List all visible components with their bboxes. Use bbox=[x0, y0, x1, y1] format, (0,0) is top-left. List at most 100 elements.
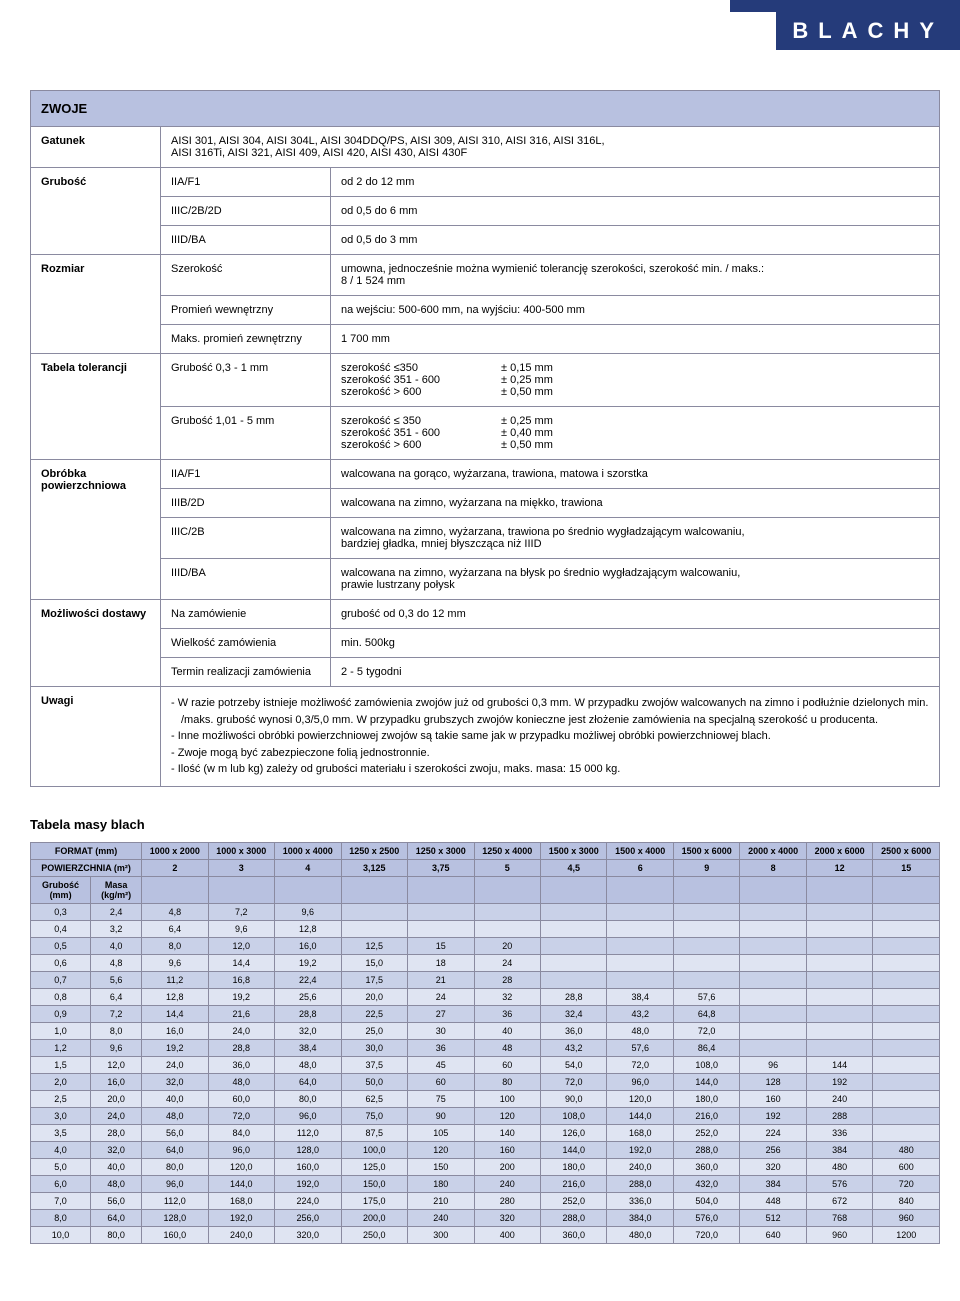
mass-cell-g: 8,0 bbox=[31, 1209, 91, 1226]
mass-cell-g: 5,0 bbox=[31, 1158, 91, 1175]
mass-cell: 320,0 bbox=[275, 1226, 341, 1243]
mass-cell: 720 bbox=[873, 1175, 940, 1192]
mass-col-spacer bbox=[806, 876, 872, 903]
uwagi-item: - Zwoje mogą być zabezpieczone folią jed… bbox=[171, 745, 929, 762]
mass-cell: 600 bbox=[873, 1158, 940, 1175]
mass-cell: 19,2 bbox=[208, 988, 274, 1005]
gatunek-value: AISI 301, AISI 304, AISI 304L, AISI 304D… bbox=[161, 127, 940, 168]
mass-cell bbox=[873, 971, 940, 988]
mass-row: 3,024,048,072,096,075,090120108,0144,021… bbox=[31, 1107, 940, 1124]
mass-cell: 54,0 bbox=[540, 1056, 606, 1073]
mass-cell: 105 bbox=[408, 1124, 474, 1141]
mass-cell: 384 bbox=[740, 1175, 806, 1192]
mass-cell: 336,0 bbox=[607, 1192, 673, 1209]
mass-cell: 960 bbox=[806, 1226, 872, 1243]
mass-cell: 20 bbox=[474, 937, 540, 954]
mass-cell: 9,6 bbox=[142, 954, 208, 971]
mass-area: 5 bbox=[474, 859, 540, 876]
mass-cell: 15 bbox=[408, 937, 474, 954]
mass-cell: 57,6 bbox=[607, 1039, 673, 1056]
rozmiar-k-0: Szerokość bbox=[161, 255, 331, 296]
mass-cell: 512 bbox=[740, 1209, 806, 1226]
mass-cell bbox=[408, 920, 474, 937]
mass-cell: 480 bbox=[806, 1158, 872, 1175]
mass-cell: 40,0 bbox=[142, 1090, 208, 1107]
mass-cell: 17,5 bbox=[341, 971, 407, 988]
mass-cell: 1200 bbox=[873, 1226, 940, 1243]
mass-cell-m: 4,0 bbox=[91, 937, 142, 954]
mass-cell bbox=[806, 920, 872, 937]
tol-0-r2a: szerokość 351 - 600 bbox=[341, 374, 501, 386]
mass-cell: 224,0 bbox=[275, 1192, 341, 1209]
mass-cell: 48,0 bbox=[142, 1107, 208, 1124]
mass-cell bbox=[540, 903, 606, 920]
mass-cell-g: 3,5 bbox=[31, 1124, 91, 1141]
mass-cell bbox=[806, 971, 872, 988]
mass-cell: 72,0 bbox=[208, 1107, 274, 1124]
obr-v-3: walcowana na zimno, wyżarzana na błysk p… bbox=[331, 559, 940, 600]
mass-cell: 28,8 bbox=[275, 1005, 341, 1022]
mass-cell: 144,0 bbox=[607, 1107, 673, 1124]
mass-cell: 43,2 bbox=[607, 1005, 673, 1022]
mass-cell bbox=[873, 937, 940, 954]
mass-cell bbox=[740, 988, 806, 1005]
mass-area: 6 bbox=[607, 859, 673, 876]
mass-cell: 100,0 bbox=[341, 1141, 407, 1158]
mass-col-spacer bbox=[873, 876, 940, 903]
mass-row: 2,520,040,060,080,062,57510090,0120,0180… bbox=[31, 1090, 940, 1107]
mass-cell: 38,4 bbox=[607, 988, 673, 1005]
moz-v-1: min. 500kg bbox=[331, 629, 940, 658]
grubosc-k-2: IIID/BA bbox=[161, 226, 331, 255]
mass-cell: 80 bbox=[474, 1073, 540, 1090]
mass-cell-m: 24,0 bbox=[91, 1107, 142, 1124]
mass-area: 3 bbox=[208, 859, 274, 876]
mass-cell: 240,0 bbox=[607, 1158, 673, 1175]
mass-cell-m: 28,0 bbox=[91, 1124, 142, 1141]
mass-cell: 180,0 bbox=[540, 1158, 606, 1175]
mass-col-spacer bbox=[673, 876, 739, 903]
mass-cell: 24 bbox=[408, 988, 474, 1005]
mass-cell: 80,0 bbox=[142, 1158, 208, 1175]
mass-cell: 200 bbox=[474, 1158, 540, 1175]
mass-cell: 144 bbox=[806, 1056, 872, 1073]
mass-cell-g: 0,8 bbox=[31, 988, 91, 1005]
obr-v-1: walcowana na zimno, wyżarzana na miękko,… bbox=[331, 489, 940, 518]
mass-cell: 12,0 bbox=[208, 937, 274, 954]
tol-v-1: szerokość ≤ 350± 0,25 mm szerokość 351 -… bbox=[331, 407, 940, 460]
mass-cell bbox=[873, 1039, 940, 1056]
mass-cell: 18 bbox=[408, 954, 474, 971]
mass-cell: 384 bbox=[806, 1141, 872, 1158]
mass-col-spacer bbox=[275, 876, 341, 903]
tol-1-r2b: ± 0,40 mm bbox=[501, 427, 651, 439]
mass-cell: 8,0 bbox=[142, 937, 208, 954]
mass-cell: 216,0 bbox=[673, 1107, 739, 1124]
mass-cell: 960 bbox=[873, 1209, 940, 1226]
mass-cell: 9,6 bbox=[208, 920, 274, 937]
mass-cell: 64,0 bbox=[275, 1073, 341, 1090]
mass-cell bbox=[673, 937, 739, 954]
mass-cell bbox=[873, 1107, 940, 1124]
mass-cell: 768 bbox=[806, 1209, 872, 1226]
mass-cell: 32,4 bbox=[540, 1005, 606, 1022]
mass-col-spacer bbox=[474, 876, 540, 903]
moz-v-2: 2 - 5 tygodni bbox=[331, 658, 940, 687]
mass-cell: 22,4 bbox=[275, 971, 341, 988]
mass-cell: 576,0 bbox=[673, 1209, 739, 1226]
mass-cell: 210 bbox=[408, 1192, 474, 1209]
mass-format: 2000 x 4000 bbox=[740, 842, 806, 859]
mass-cell: 168,0 bbox=[607, 1124, 673, 1141]
mass-cell: 288,0 bbox=[673, 1141, 739, 1158]
mass-cell-g: 0,7 bbox=[31, 971, 91, 988]
mass-cell: 168,0 bbox=[208, 1192, 274, 1209]
mass-row: 7,056,0112,0168,0224,0175,0210280252,033… bbox=[31, 1192, 940, 1209]
mass-cell bbox=[607, 920, 673, 937]
tol-k-1: Grubość 1,01 - 5 mm bbox=[161, 407, 331, 460]
mass-row: 8,064,0128,0192,0256,0200,0240320288,038… bbox=[31, 1209, 940, 1226]
mass-cell: 22,5 bbox=[341, 1005, 407, 1022]
mass-cell: 672 bbox=[806, 1192, 872, 1209]
mass-cell-g: 6,0 bbox=[31, 1175, 91, 1192]
mass-cell-m: 16,0 bbox=[91, 1073, 142, 1090]
mass-area: 3,75 bbox=[408, 859, 474, 876]
mass-cell: 25,0 bbox=[341, 1022, 407, 1039]
mass-col-spacer bbox=[408, 876, 474, 903]
